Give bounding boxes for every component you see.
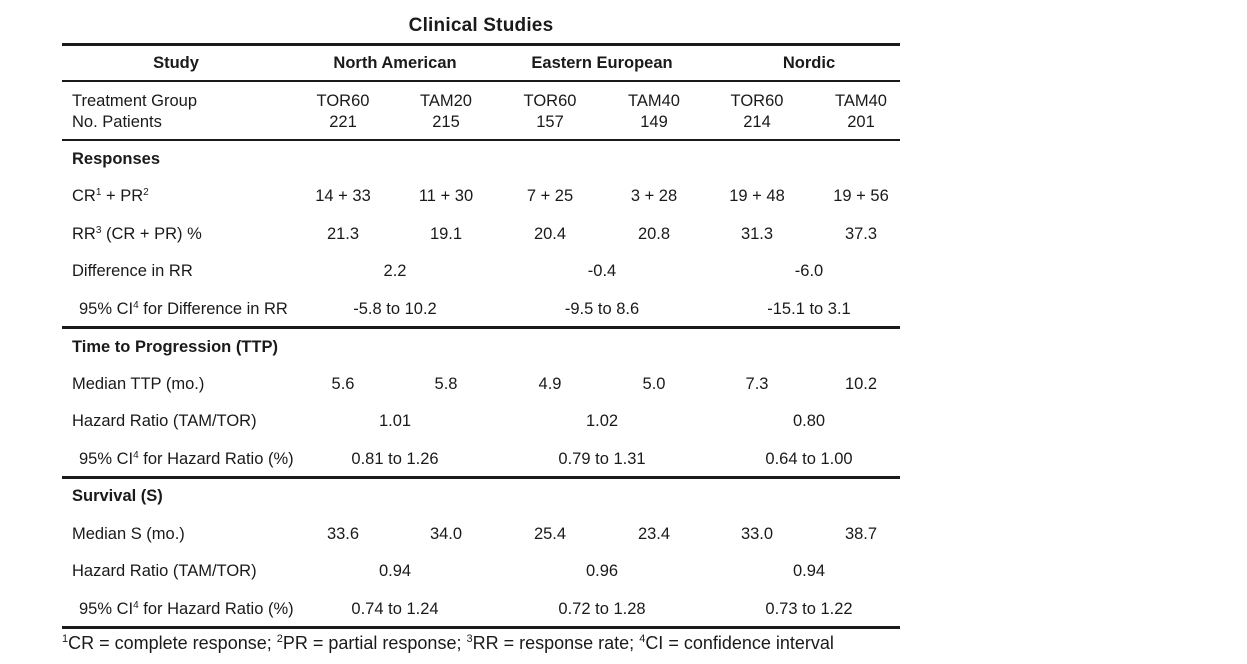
- cr-pr-cell: 19 + 56: [833, 187, 889, 205]
- treatment-cell: TAM40: [835, 92, 887, 110]
- s-ci-cell: 0.72 to 1.28: [558, 600, 646, 618]
- section-rule: [62, 139, 900, 141]
- header-rule: [62, 80, 900, 82]
- treatment-cell: TAM20: [420, 92, 472, 110]
- ttp-hazard-ratio-cell: 1.02: [585, 412, 619, 430]
- treatment-cell: TOR60: [730, 92, 784, 110]
- rr-difference-cell: 2.2: [383, 262, 407, 280]
- s-hazard-ratio-label: Hazard Ratio (TAM/TOR): [72, 562, 257, 580]
- median-s-cell: 34.0: [429, 525, 463, 543]
- rr-cell: 20.8: [637, 225, 671, 243]
- median-ttp-cell: 10.2: [844, 375, 878, 393]
- patients-cell: 215: [432, 113, 460, 131]
- ttp-ci-cell: 0.79 to 1.31: [558, 450, 646, 468]
- rr-difference-cell: -0.4: [587, 262, 617, 280]
- cr-pr-cell: 3 + 28: [630, 187, 678, 205]
- rr-cell: 19.1: [429, 225, 463, 243]
- cr-pr-cell: 19 + 48: [729, 187, 785, 205]
- cr-pr-label: CR1 + PR2: [72, 187, 149, 205]
- median-s-cell: 33.0: [740, 525, 774, 543]
- median-s-cell: 33.6: [326, 525, 360, 543]
- s-ci-cell: 0.74 to 1.24: [351, 600, 439, 618]
- s-ci-cell: 0.73 to 1.22: [765, 600, 853, 618]
- ttp-ci-cell: 0.64 to 1.00: [765, 450, 853, 468]
- ttp-hazard-ratio-label: Hazard Ratio (TAM/TOR): [72, 412, 257, 430]
- rr-cell: 20.4: [533, 225, 567, 243]
- median-s-cell: 38.7: [844, 525, 878, 543]
- median-ttp-label: Median TTP (mo.): [72, 375, 205, 393]
- s-hazard-ratio-cell: 0.94: [792, 562, 826, 580]
- median-s-label: Median S (mo.): [72, 525, 185, 543]
- study-header: Study: [153, 54, 199, 72]
- patients-label: No. Patients: [72, 113, 162, 131]
- ttp-ci-label: 95% CI4 for Hazard Ratio (%): [79, 450, 294, 468]
- group-header-eastern-european: Eastern European: [531, 54, 673, 72]
- patients-cell: 157: [536, 113, 564, 131]
- median-s-cell: 23.4: [637, 525, 671, 543]
- rr-ci-cell: -9.5 to 8.6: [564, 300, 640, 318]
- patients-cell: 221: [329, 113, 357, 131]
- rr-cell: 31.3: [740, 225, 774, 243]
- group-header-nordic: Nordic: [782, 54, 836, 72]
- treatment-group-label: Treatment Group: [72, 92, 198, 110]
- s-hazard-ratio-cell: 0.96: [585, 562, 619, 580]
- rr-ci-cell: -15.1 to 3.1: [767, 300, 851, 318]
- top-rule: [62, 43, 900, 46]
- cr-pr-cell: 7 + 25: [526, 187, 574, 205]
- ttp-hazard-ratio-cell: 1.01: [378, 412, 412, 430]
- median-ttp-cell: 5.6: [331, 375, 355, 393]
- table-title: Clinical Studies: [408, 15, 554, 36]
- median-s-cell: 25.4: [533, 525, 567, 543]
- rr-cell: 21.3: [326, 225, 360, 243]
- ttp-heading: Time to Progression (TTP): [72, 338, 278, 356]
- treatment-cell: TOR60: [316, 92, 370, 110]
- treatment-cell: TOR60: [523, 92, 577, 110]
- cr-pr-cell: 14 + 33: [315, 187, 371, 205]
- section-rule: [62, 476, 900, 479]
- rr-cell: 37.3: [844, 225, 878, 243]
- rr-difference-label: Difference in RR: [72, 262, 193, 280]
- patients-cell: 149: [640, 113, 668, 131]
- cr-pr-cell: 11 + 30: [418, 187, 474, 205]
- group-header-north-american: North American: [333, 54, 457, 72]
- bottom-rule: [62, 626, 900, 629]
- median-ttp-cell: 7.3: [745, 375, 769, 393]
- treatment-cell: TAM40: [628, 92, 680, 110]
- responses-heading: Responses: [72, 150, 161, 168]
- rr-difference-cell: -6.0: [794, 262, 824, 280]
- median-ttp-cell: 4.9: [538, 375, 562, 393]
- s-hazard-ratio-cell: 0.94: [378, 562, 412, 580]
- rr-ci-label: 95% CI4 for Difference in RR: [79, 300, 288, 318]
- footnote: 1CR = complete response; 2PR = partial r…: [62, 633, 834, 653]
- survival-heading: Survival (S): [72, 487, 163, 505]
- rr-ci-cell: -5.8 to 10.2: [353, 300, 437, 318]
- section-rule: [62, 326, 900, 329]
- rr-label: RR3 (CR + PR) %: [72, 225, 202, 243]
- s-ci-label: 95% CI4 for Hazard Ratio (%): [79, 600, 294, 618]
- median-ttp-cell: 5.0: [642, 375, 666, 393]
- patients-cell: 201: [847, 113, 875, 131]
- ttp-hazard-ratio-cell: 0.80: [792, 412, 826, 430]
- median-ttp-cell: 5.8: [434, 375, 458, 393]
- ttp-ci-cell: 0.81 to 1.26: [351, 450, 439, 468]
- patients-cell: 214: [743, 113, 771, 131]
